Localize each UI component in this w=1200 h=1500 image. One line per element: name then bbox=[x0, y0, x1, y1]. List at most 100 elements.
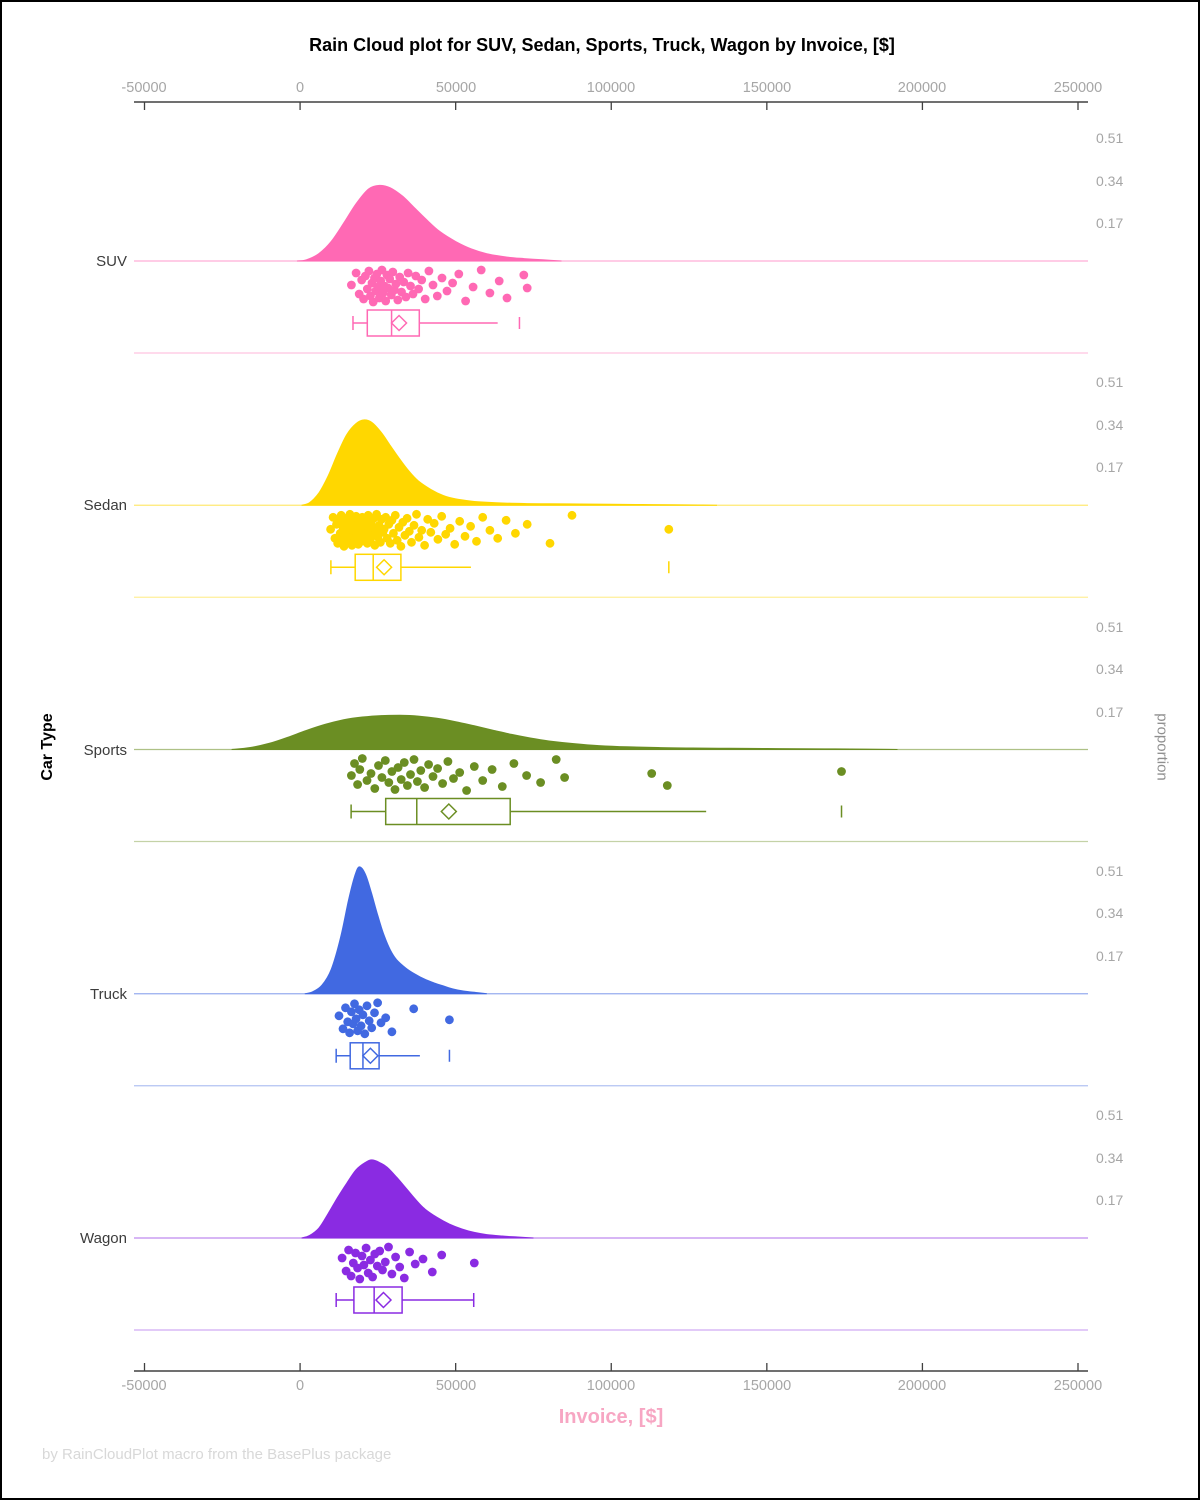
x-axis-title: Invoice, [$] bbox=[558, 1406, 664, 1428]
rain-point-suv bbox=[454, 269, 464, 279]
rain-point-wagon bbox=[395, 1262, 405, 1272]
rain-point-sports bbox=[487, 765, 497, 774]
density-curve-wagon bbox=[301, 1159, 534, 1239]
rain-point-suv bbox=[406, 281, 415, 291]
rain-point-sports bbox=[462, 786, 471, 795]
rain-point-suv bbox=[364, 266, 374, 276]
category-label-sedan: Sedan bbox=[83, 497, 127, 514]
proportion-tick-label: 0.17 bbox=[1096, 215, 1124, 231]
rain-point-wagon bbox=[427, 1267, 437, 1277]
rain-point-wagon bbox=[399, 1273, 409, 1283]
x-tick-label-bottom-6: 250000 bbox=[1053, 1378, 1103, 1394]
rain-point-sedan bbox=[545, 538, 555, 548]
rain-point-sports bbox=[647, 769, 657, 778]
rain-point-sports bbox=[522, 771, 531, 780]
rain-point-sedan bbox=[664, 524, 674, 534]
rain-point-truck bbox=[367, 1023, 377, 1033]
rain-point-sedan bbox=[493, 533, 503, 543]
rain-point-truck bbox=[364, 1016, 374, 1026]
rain-point-sports bbox=[478, 776, 488, 785]
rain-point-sports bbox=[399, 758, 409, 767]
rain-point-sedan bbox=[455, 516, 465, 526]
rain-point-sports bbox=[347, 771, 356, 780]
rain-point-suv bbox=[362, 284, 372, 294]
proportion-tick-label: 0.34 bbox=[1096, 173, 1124, 189]
rain-point-wagon bbox=[437, 1250, 447, 1260]
proportion-tick-label: 0.34 bbox=[1096, 1150, 1124, 1166]
rain-point-sports bbox=[443, 757, 453, 766]
rain-point-sports bbox=[497, 782, 507, 791]
rain-point-suv bbox=[401, 292, 411, 302]
rain-point-sports bbox=[353, 780, 362, 789]
rain-point-sedan bbox=[420, 540, 429, 550]
x-tick-label-top-4: 150000 bbox=[742, 80, 792, 96]
rain-point-sedan bbox=[389, 528, 398, 538]
rain-point-sedan bbox=[466, 521, 475, 531]
rain-point-sports bbox=[449, 774, 458, 783]
rain-point-suv bbox=[381, 296, 391, 306]
x-tick-label-bottom-4: 150000 bbox=[742, 1378, 792, 1394]
rain-point-truck bbox=[347, 1007, 356, 1017]
rain-point-sports bbox=[406, 770, 415, 779]
rain-point-wagon bbox=[359, 1260, 369, 1270]
rain-point-sports bbox=[403, 781, 412, 790]
proportion-tick-label: 0.17 bbox=[1096, 948, 1124, 964]
rain-point-wagon bbox=[378, 1265, 387, 1275]
rain-point-suv bbox=[385, 274, 395, 284]
rain-point-wagon bbox=[337, 1253, 347, 1263]
rain-point-suv bbox=[468, 282, 478, 292]
proportion-tick-label: 0.51 bbox=[1096, 1107, 1124, 1123]
rain-point-sedan bbox=[326, 524, 335, 534]
rain-point-truck bbox=[334, 1011, 344, 1021]
footer-credit: by RainCloudPlot macro from the BasePlus… bbox=[42, 1446, 392, 1463]
rain-point-wagon bbox=[469, 1258, 479, 1268]
rain-point-sedan bbox=[412, 509, 421, 519]
proportion-tick-label: 0.51 bbox=[1096, 130, 1124, 146]
y-axis-title-right: proportion bbox=[1153, 713, 1171, 781]
rain-point-suv bbox=[437, 273, 447, 283]
rain-point-sports bbox=[662, 781, 672, 790]
rain-point-truck bbox=[338, 1024, 348, 1034]
rain-point-sports bbox=[370, 784, 380, 793]
rain-point-sports bbox=[350, 759, 359, 768]
rain-point-truck bbox=[373, 998, 382, 1008]
rain-point-sports bbox=[438, 779, 447, 788]
rain-point-sedan bbox=[429, 518, 439, 528]
rain-point-sports bbox=[355, 765, 365, 774]
x-tick-label-top-5: 200000 bbox=[897, 80, 947, 96]
rain-point-suv bbox=[420, 294, 430, 304]
rain-point-truck bbox=[350, 999, 359, 1009]
rain-point-suv bbox=[461, 296, 470, 306]
rain-point-sedan bbox=[407, 537, 416, 547]
rain-point-suv bbox=[414, 284, 423, 294]
rain-point-wagon bbox=[418, 1254, 428, 1264]
rain-point-truck bbox=[345, 1028, 354, 1038]
box-suv-mean-diamond bbox=[390, 314, 408, 332]
proportion-tick-label: 0.51 bbox=[1096, 374, 1124, 390]
rain-point-sports bbox=[433, 764, 442, 773]
density-curve-sports bbox=[231, 714, 898, 750]
rain-point-sedan bbox=[414, 532, 424, 542]
rain-point-wagon bbox=[361, 1243, 371, 1253]
rain-point-sports bbox=[420, 783, 429, 792]
rain-point-sedan bbox=[445, 523, 455, 533]
x-tick-label-bottom-0: -50000 bbox=[121, 1378, 167, 1394]
category-label-sports: Sports bbox=[83, 742, 127, 759]
x-tick-label-top-3: 100000 bbox=[586, 80, 636, 96]
category-label-wagon: Wagon bbox=[80, 1230, 127, 1247]
rain-point-suv bbox=[442, 286, 452, 296]
rain-point-sports bbox=[424, 760, 433, 769]
rain-point-wagon bbox=[384, 1242, 393, 1252]
proportion-tick-label: 0.34 bbox=[1096, 417, 1124, 433]
rain-point-sports bbox=[428, 772, 438, 781]
rain-point-suv bbox=[424, 266, 434, 276]
rain-point-suv bbox=[502, 293, 512, 303]
rain-point-truck bbox=[356, 1021, 366, 1031]
box-sedan-mean-diamond bbox=[375, 558, 393, 576]
rain-point-sedan bbox=[567, 510, 577, 520]
rain-point-truck bbox=[358, 1010, 368, 1020]
rain-point-suv bbox=[399, 277, 409, 287]
rain-point-suv bbox=[347, 280, 356, 290]
box-suv-iqr bbox=[366, 309, 421, 337]
